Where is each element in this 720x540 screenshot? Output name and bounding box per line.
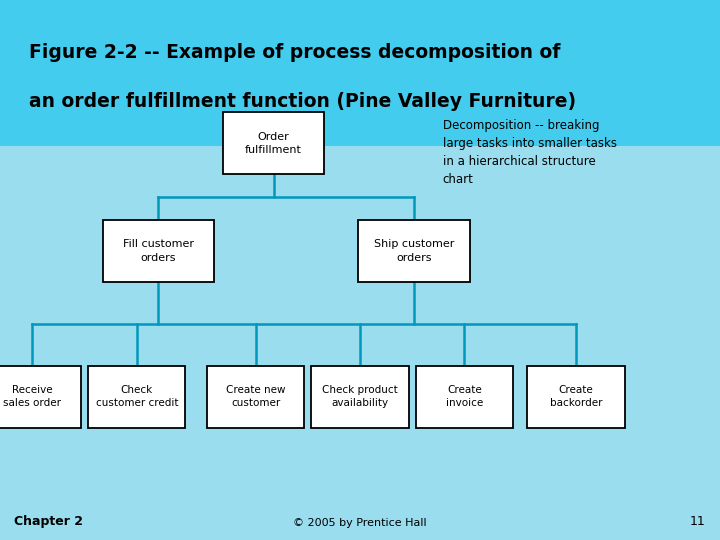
FancyBboxPatch shape <box>207 366 304 428</box>
Text: Decomposition -- breaking
large tasks into smaller tasks
in a hierarchical struc: Decomposition -- breaking large tasks in… <box>443 119 617 186</box>
Text: an order fulfillment function (Pine Valley Furniture): an order fulfillment function (Pine Vall… <box>29 92 576 111</box>
FancyBboxPatch shape <box>527 366 625 428</box>
Text: Figure 2-2 -- Example of process decomposition of: Figure 2-2 -- Example of process decompo… <box>29 43 560 62</box>
FancyBboxPatch shape <box>103 220 215 282</box>
FancyBboxPatch shape <box>89 366 186 428</box>
Bar <box>0 0 720 146</box>
FancyBboxPatch shape <box>223 112 324 174</box>
Text: Fill customer
orders: Fill customer orders <box>123 240 194 262</box>
Text: Check
customer credit: Check customer credit <box>96 386 178 408</box>
FancyBboxPatch shape <box>0 366 81 428</box>
Text: Create new
customer: Create new customer <box>226 386 285 408</box>
Text: © 2005 by Prentice Hall: © 2005 by Prentice Hall <box>293 518 427 528</box>
Text: Ship customer
orders: Ship customer orders <box>374 240 454 262</box>
FancyBboxPatch shape <box>358 220 469 282</box>
Text: Create
backorder: Create backorder <box>550 386 602 408</box>
Text: 11: 11 <box>690 515 706 528</box>
Text: Check product
availability: Check product availability <box>322 386 398 408</box>
Text: Order
fulfillment: Order fulfillment <box>246 132 302 154</box>
Text: Chapter 2: Chapter 2 <box>14 515 84 528</box>
FancyBboxPatch shape <box>416 366 513 428</box>
FancyBboxPatch shape <box>311 366 409 428</box>
Text: Create
invoice: Create invoice <box>446 386 483 408</box>
Bar <box>0 146 720 540</box>
Text: Receive
sales order: Receive sales order <box>4 386 61 408</box>
